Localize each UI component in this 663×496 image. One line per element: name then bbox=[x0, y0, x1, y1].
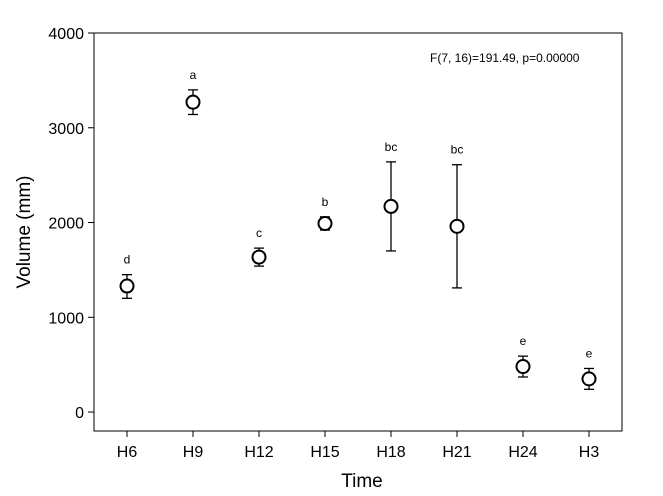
y-tick-label: 4000 bbox=[48, 26, 84, 43]
y-tick-label: 2000 bbox=[48, 216, 84, 233]
group-letter: a bbox=[190, 68, 197, 82]
x-tick-label: H3 bbox=[579, 444, 600, 461]
data-point bbox=[581, 371, 597, 387]
group-letter: bc bbox=[385, 140, 398, 154]
y-tick-label: 0 bbox=[75, 405, 84, 422]
data-point bbox=[515, 359, 531, 375]
x-tick-label: H9 bbox=[183, 444, 204, 461]
data-point bbox=[449, 218, 465, 234]
data-point bbox=[119, 278, 135, 294]
data-marks: d a c b bc bc e e bbox=[119, 68, 597, 390]
data-point bbox=[251, 249, 267, 265]
group-letter: e bbox=[586, 346, 593, 360]
y-axis-title: Volume (mm) bbox=[14, 176, 35, 289]
x-axis-title: Time bbox=[341, 471, 383, 492]
y-tick-label: 1000 bbox=[48, 310, 84, 327]
x-axis: H6 H9 H12 H15 H18 H21 H24 H3 bbox=[117, 431, 600, 461]
data-point bbox=[185, 94, 201, 110]
group-letter: bc bbox=[451, 143, 464, 157]
data-point bbox=[317, 215, 333, 231]
x-tick-label: H6 bbox=[117, 444, 138, 461]
x-tick-label: H18 bbox=[376, 444, 405, 461]
group-letter: c bbox=[256, 226, 262, 240]
group-letter: e bbox=[520, 334, 527, 348]
y-axis: 0 1000 2000 3000 4000 bbox=[48, 26, 94, 422]
x-tick-label: H15 bbox=[310, 444, 339, 461]
data-point bbox=[383, 198, 399, 214]
group-letter: d bbox=[124, 253, 131, 267]
plot-frame bbox=[93, 32, 623, 432]
stat-annotation: F(7, 16)=191.49, p=0.00000 bbox=[430, 51, 580, 65]
x-tick-label: H24 bbox=[508, 444, 537, 461]
group-letter: b bbox=[322, 195, 329, 209]
y-tick-label: 3000 bbox=[48, 121, 84, 138]
x-tick-label: H21 bbox=[442, 444, 471, 461]
x-tick-label: H12 bbox=[244, 444, 273, 461]
